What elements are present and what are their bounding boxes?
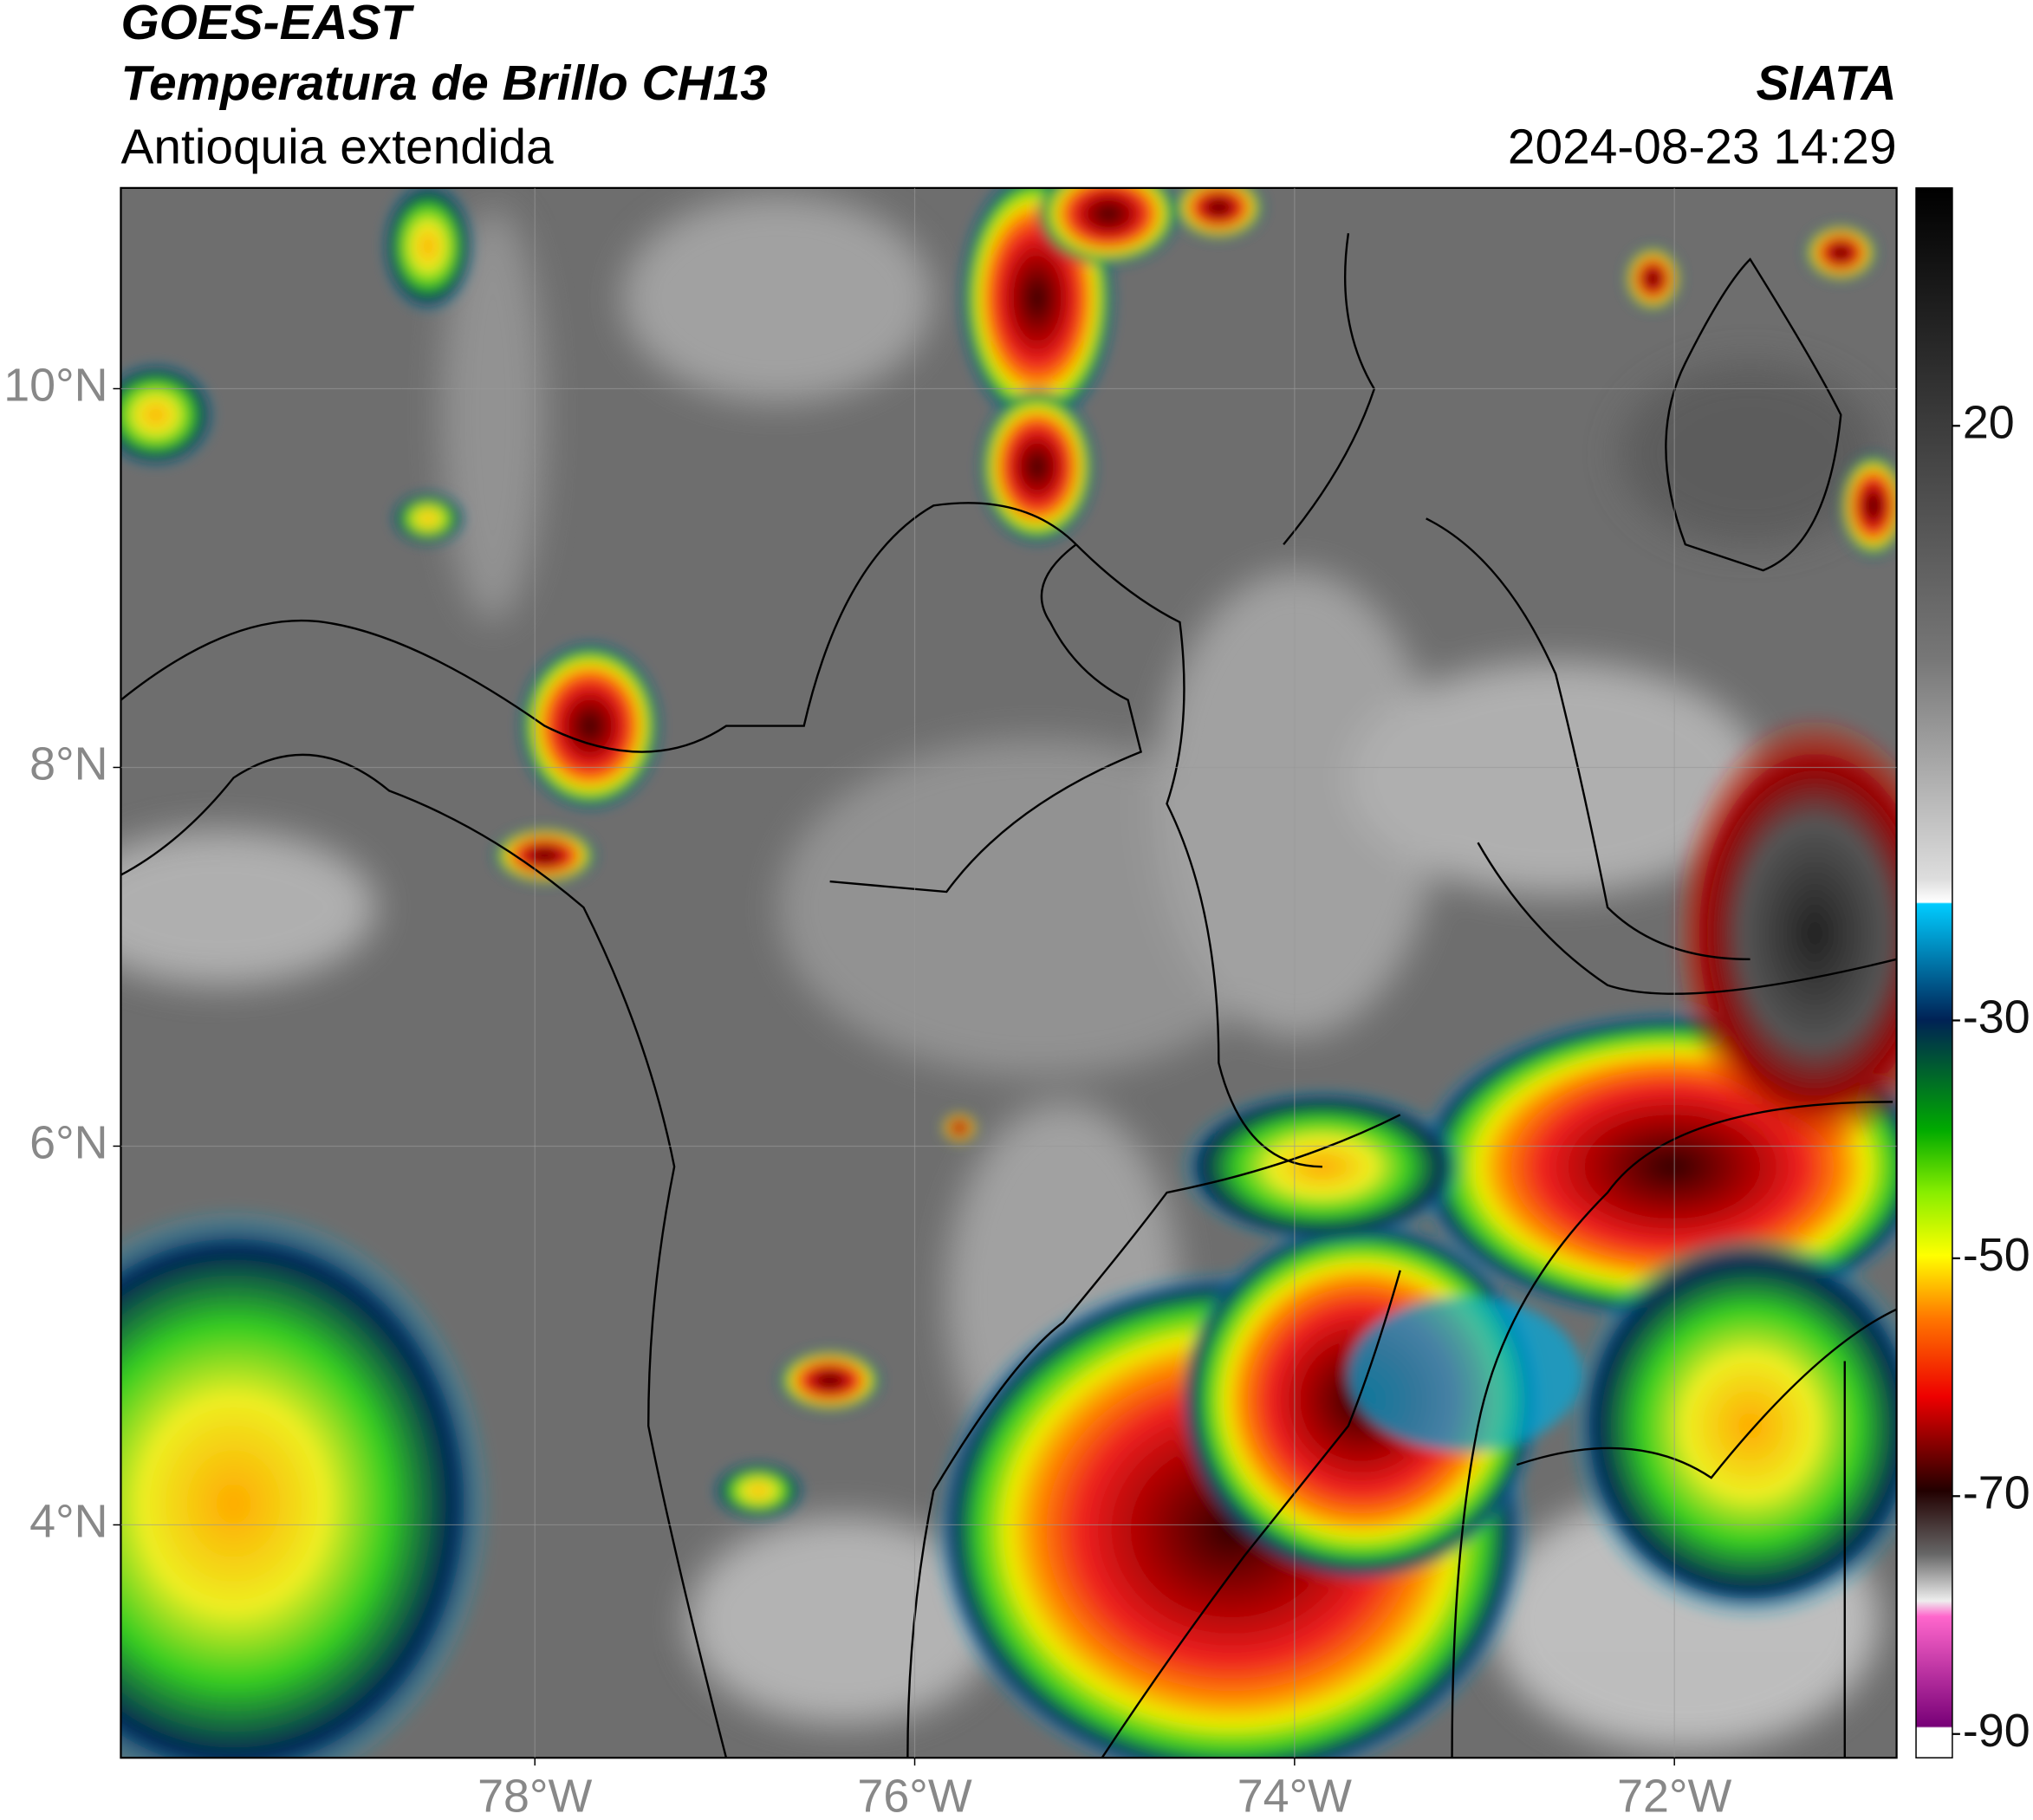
x-tick-label: 78°W (477, 1770, 592, 1820)
y-tick-label: 6°N (29, 1117, 107, 1169)
colorbar-tick-label: -90 (1963, 1705, 2030, 1757)
timestamp: 2024-08-23 14:29 (1508, 120, 1897, 174)
y-tick-label: 4°N (29, 1496, 107, 1548)
colorbar-tick-label: -50 (1963, 1229, 2030, 1281)
x-tick-label: 74°W (1237, 1770, 1352, 1820)
map-frame (120, 186, 1898, 1759)
colorbar-tick-label: 20 (1963, 397, 2015, 449)
subtitle: Temperatura de Brillo CH13 (120, 56, 767, 111)
satellite-image (120, 187, 1897, 1758)
region: Antioquia extendida (120, 120, 554, 174)
y-tick-label: 10°N (3, 360, 107, 412)
colorbar-tick-label: -70 (1963, 1467, 2030, 1519)
colorbar-tick-label: -30 (1963, 991, 2030, 1043)
x-tick-label: 72°W (1617, 1770, 1731, 1820)
y-tick-label: 8°N (29, 738, 107, 790)
title: GOES-EAST (120, 0, 414, 50)
source: SIATA (1757, 56, 1897, 111)
colorbar (1915, 187, 1953, 1758)
x-tick-label: 76°W (857, 1770, 971, 1820)
